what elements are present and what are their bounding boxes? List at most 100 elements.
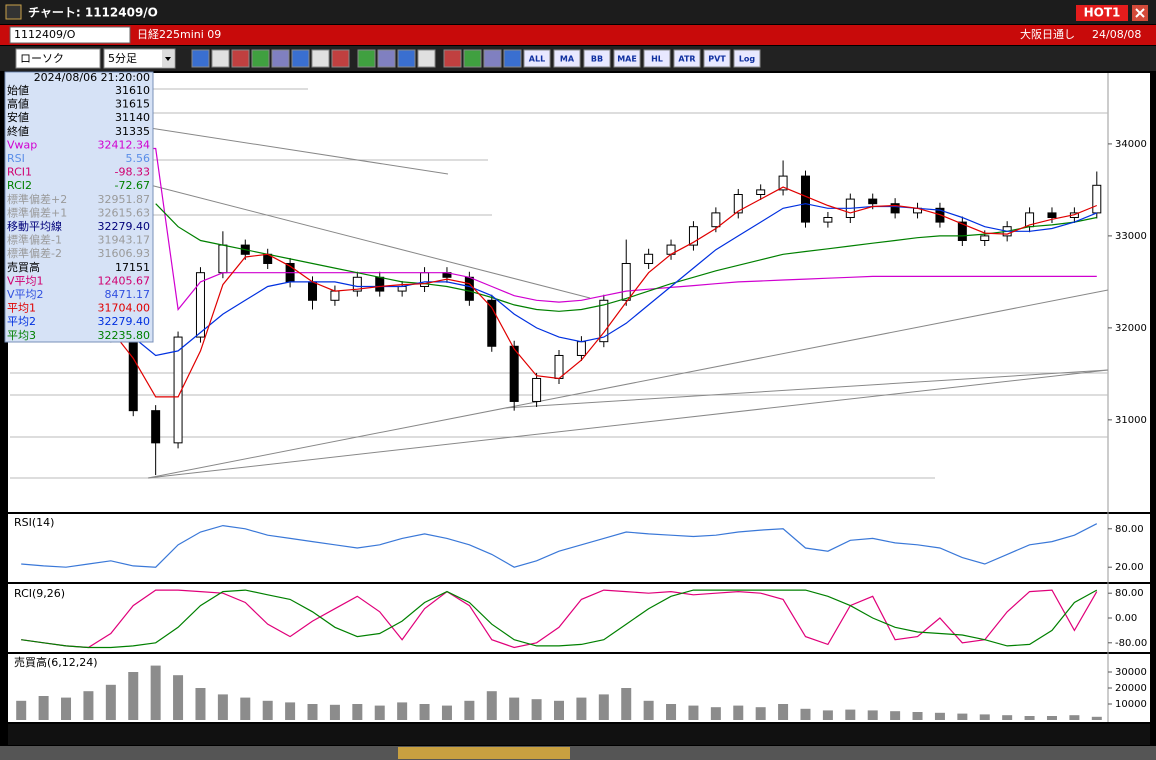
tool-label[interactable]: ATR [678, 55, 695, 64]
trend-line [147, 369, 1109, 479]
candle-body [151, 410, 161, 444]
hot-button[interactable] [1076, 5, 1128, 21]
app-icon [5, 4, 22, 20]
tool-icon[interactable] [271, 49, 290, 68]
volume-bar [464, 700, 475, 720]
volume-bar [643, 700, 654, 720]
tool-button[interactable] [583, 49, 611, 68]
tool-icon[interactable] [483, 49, 502, 68]
tool-icon[interactable] [357, 49, 376, 68]
info-value: 8471.17 [105, 288, 151, 301]
title-bar [0, 0, 1156, 24]
candle-body [890, 203, 900, 214]
tool-icon[interactable] [397, 49, 416, 68]
candle-body [778, 175, 788, 191]
info-label: RCI2 [7, 179, 32, 192]
candle-body [464, 276, 474, 301]
tool-button[interactable] [673, 49, 701, 68]
tool-icon[interactable] [191, 49, 210, 68]
candle-body [576, 341, 586, 356]
tool-label[interactable]: ALL [529, 55, 545, 64]
volume-bar [195, 688, 206, 720]
tool-label[interactable]: Log [739, 55, 756, 64]
hot-label[interactable]: HOT1 [1084, 6, 1121, 20]
volume-bar [128, 672, 139, 720]
volume-bar [778, 704, 789, 720]
info-label: 標準偏差-1 [7, 233, 62, 247]
candle-body [688, 226, 698, 246]
info-label: 平均3 [7, 329, 36, 342]
info-label: 安値 [7, 110, 29, 124]
trend-lines [10, 88, 1109, 479]
info-label: RSI [7, 152, 25, 165]
info-value: 32412.34 [98, 138, 151, 151]
info-value: 32615.63 [98, 206, 151, 219]
interval-select[interactable] [103, 48, 176, 69]
candle-body [823, 216, 833, 223]
tool-button[interactable] [643, 49, 671, 68]
chart-type[interactable]: ローソク [20, 52, 64, 65]
candle-body [308, 281, 318, 301]
info-label: 始値 [7, 83, 29, 97]
trend-line [149, 184, 591, 299]
volume-bar [217, 694, 228, 720]
panel-title: RSI(14) [14, 516, 54, 529]
scrollbar[interactable] [0, 746, 1156, 760]
candle-body [980, 235, 990, 241]
tool-icon[interactable] [231, 49, 250, 68]
volume-bar [1024, 716, 1035, 720]
info-label: 標準偏差-2 [7, 246, 62, 260]
y-tick-label: 20.00 [1115, 562, 1144, 573]
y-tick-label: 80.00 [1115, 588, 1144, 599]
trend-line [149, 127, 449, 175]
tool-button[interactable] [553, 49, 581, 68]
tool-icon[interactable] [417, 49, 436, 68]
tool-icon[interactable] [251, 49, 270, 68]
volume-bar [531, 699, 542, 720]
volume-bar [800, 708, 811, 720]
y-tick-label: 10000 [1115, 699, 1147, 710]
tool-group: ALL MA BB MAE HL ATR PVT Log [191, 49, 761, 68]
tool-icon[interactable] [291, 49, 310, 68]
tool-icon[interactable] [377, 49, 396, 68]
scroll-thumb[interactable] [398, 747, 570, 759]
interval[interactable]: 5分足 [108, 52, 137, 65]
candle-body [218, 244, 228, 274]
tool-label[interactable]: BB [591, 55, 603, 64]
tool-button[interactable] [733, 49, 761, 68]
candle-body [599, 299, 609, 343]
tool-icon[interactable] [311, 49, 330, 68]
info-panel [4, 71, 154, 343]
info-time: 2024/08/06 21:20:00 [34, 71, 150, 84]
tool-label[interactable]: HL [651, 55, 663, 64]
candle-body [487, 299, 497, 347]
info-label: RCI1 [7, 166, 32, 179]
info-label: 売買高 [7, 260, 40, 274]
tool-icon[interactable] [463, 49, 482, 68]
volume-bar [554, 700, 564, 720]
tool-label[interactable]: MA [560, 55, 575, 64]
rsi-panel [8, 514, 1150, 582]
close-icon [1135, 8, 1145, 18]
symbol-input[interactable] [9, 26, 131, 44]
symbol-text[interactable]: 1112409/O [14, 28, 76, 41]
candle-body [621, 262, 631, 301]
tool-icon[interactable] [211, 49, 230, 68]
tool-icon[interactable] [503, 49, 522, 68]
tool-button[interactable] [613, 49, 641, 68]
panel-title: 売買高(6,12,24) [14, 655, 98, 669]
volume-bar [105, 684, 116, 720]
candle-body [554, 354, 564, 379]
volume-bar [16, 700, 27, 720]
tool-label[interactable]: PVT [708, 55, 726, 64]
chart-type-select[interactable] [15, 48, 101, 69]
tool-button[interactable] [703, 49, 731, 68]
trend-line [504, 369, 1109, 409]
tool-label[interactable]: MAE [617, 55, 637, 64]
tool-icon[interactable] [331, 49, 350, 68]
volume-bar [688, 705, 699, 720]
candle-body [957, 221, 967, 241]
tool-icon[interactable] [443, 49, 462, 68]
info-value: 31335 [115, 125, 150, 138]
tool-button[interactable] [523, 49, 551, 68]
